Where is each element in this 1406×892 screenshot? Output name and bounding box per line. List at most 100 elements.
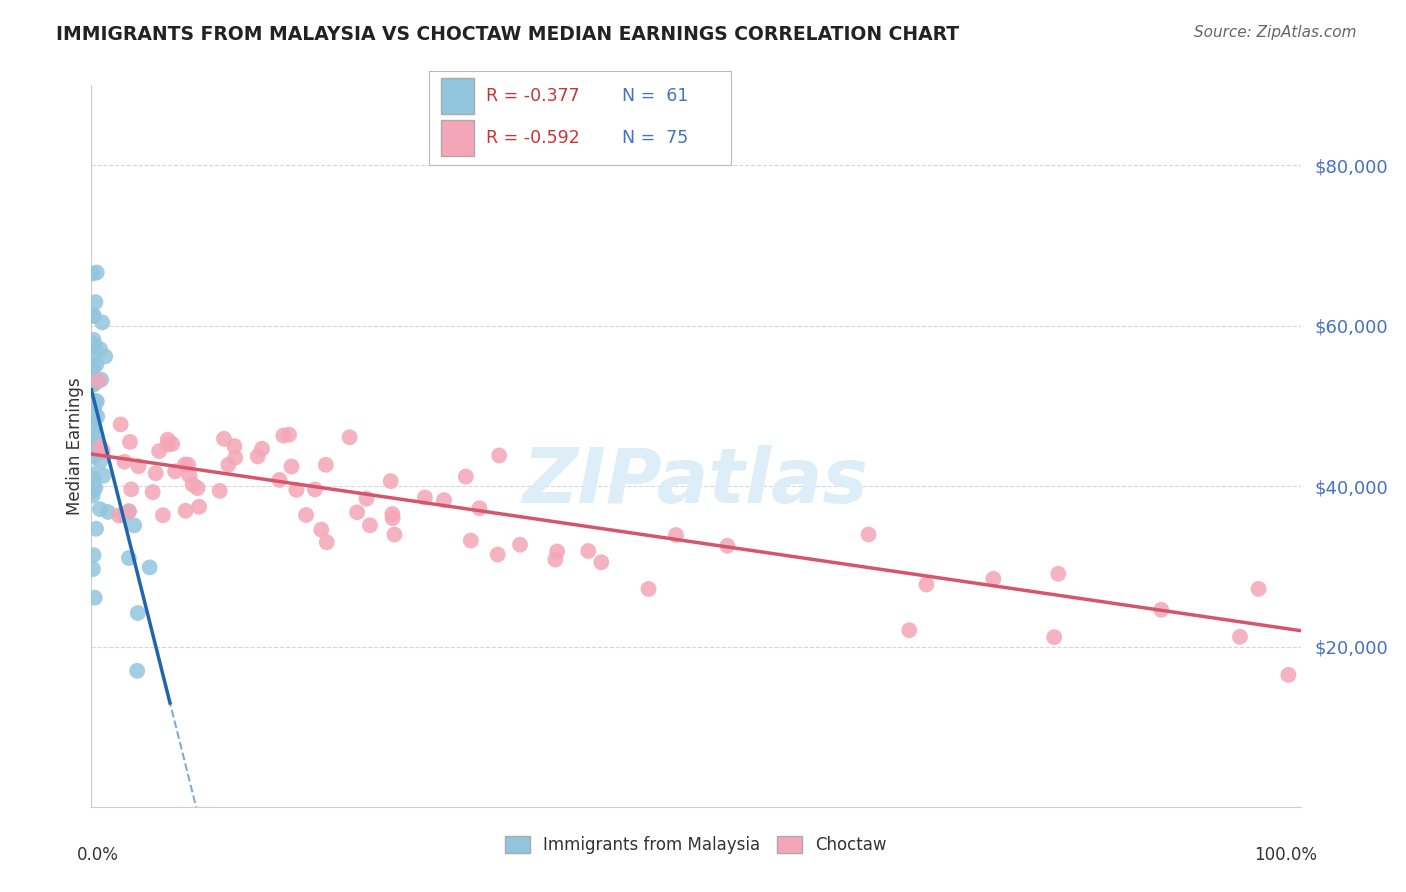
Point (86, 357, 108, 371)
Point (80, 439, 103, 453)
Text: ZIPatlas: ZIPatlas (523, 445, 869, 519)
Point (269, 473, 291, 487)
Point (716, 539, 738, 553)
Point (433, 493, 456, 508)
Point (83, 337, 105, 351)
Point (188, 500, 211, 514)
Point (110, 417, 132, 432)
Point (315, 535, 337, 549)
Point (142, 485, 165, 500)
Point (145, 467, 167, 481)
Text: Source: ZipAtlas.com: Source: ZipAtlas.com (1194, 25, 1357, 40)
Point (381, 511, 404, 525)
Point (83, 411, 105, 425)
Text: 0.0%: 0.0% (77, 846, 120, 863)
Point (112, 508, 135, 523)
Point (80, 409, 103, 423)
Point (315, 458, 337, 472)
Point (1247, 582, 1270, 596)
Point (224, 439, 246, 453)
Point (120, 483, 142, 497)
Point (152, 508, 174, 523)
Point (87, 446, 110, 460)
Point (94, 350, 117, 364)
Point (83, 377, 105, 392)
Point (86, 394, 108, 409)
Y-axis label: Median Earnings: Median Earnings (66, 377, 84, 515)
Bar (441, 78, 474, 113)
Point (86, 265, 108, 279)
Point (82, 438, 104, 452)
Point (665, 528, 688, 542)
Point (97, 505, 120, 519)
Point (546, 544, 568, 558)
Point (82, 309, 104, 323)
Text: R = -0.592: R = -0.592 (486, 128, 581, 147)
Point (82, 340, 104, 354)
Point (148, 444, 170, 458)
Point (380, 474, 402, 488)
Point (128, 459, 150, 474)
Point (346, 505, 368, 519)
Point (165, 464, 187, 478)
Point (304, 483, 326, 497)
Point (84, 522, 107, 536)
Point (80, 338, 103, 352)
Point (82, 410, 104, 425)
Point (983, 572, 1005, 586)
Point (82, 361, 104, 376)
Point (122, 518, 145, 533)
Point (82, 267, 104, 281)
Point (83, 308, 105, 322)
Point (174, 458, 197, 472)
Text: IMMIGRANTS FROM MALAYSIA VS CHOCTAW MEDIAN EARNINGS CORRELATION CHART: IMMIGRANTS FROM MALAYSIA VS CHOCTAW MEDI… (56, 25, 959, 44)
Point (82, 450, 104, 464)
Point (127, 664, 149, 678)
Point (486, 548, 509, 562)
Point (83, 471, 105, 485)
Bar (441, 120, 474, 156)
Point (82, 346, 104, 360)
Point (93, 468, 115, 483)
Text: N =  75: N = 75 (623, 128, 689, 147)
Point (488, 449, 510, 463)
Point (114, 455, 136, 469)
Point (544, 552, 567, 566)
Point (285, 483, 308, 497)
Point (108, 508, 131, 523)
Point (509, 538, 531, 552)
Point (278, 427, 301, 442)
Point (83, 548, 105, 562)
Point (1150, 603, 1173, 617)
Point (89, 454, 111, 468)
Point (90, 440, 112, 454)
Point (82, 562, 104, 576)
Point (82, 483, 104, 498)
Text: R = -0.377: R = -0.377 (486, 87, 579, 104)
Point (127, 606, 149, 620)
Point (118, 504, 141, 518)
Point (1229, 630, 1251, 644)
Point (83, 401, 105, 416)
Text: N =  61: N = 61 (623, 87, 689, 104)
Point (89, 342, 111, 356)
Point (187, 481, 209, 495)
Point (118, 551, 141, 566)
Point (384, 527, 406, 541)
Point (91, 443, 114, 458)
Point (84, 393, 107, 408)
Point (83, 591, 105, 605)
Point (454, 469, 477, 483)
Point (339, 430, 361, 444)
Point (280, 459, 302, 474)
Point (84, 481, 107, 495)
Point (295, 508, 318, 522)
Point (177, 458, 200, 472)
Legend: Immigrants from Malaysia, Choctaw: Immigrants from Malaysia, Choctaw (498, 829, 894, 861)
Point (82, 429, 104, 443)
Point (82, 482, 104, 496)
Point (174, 504, 197, 518)
Text: 100.0%: 100.0% (1254, 846, 1317, 863)
Point (83, 359, 105, 374)
Point (156, 437, 179, 451)
